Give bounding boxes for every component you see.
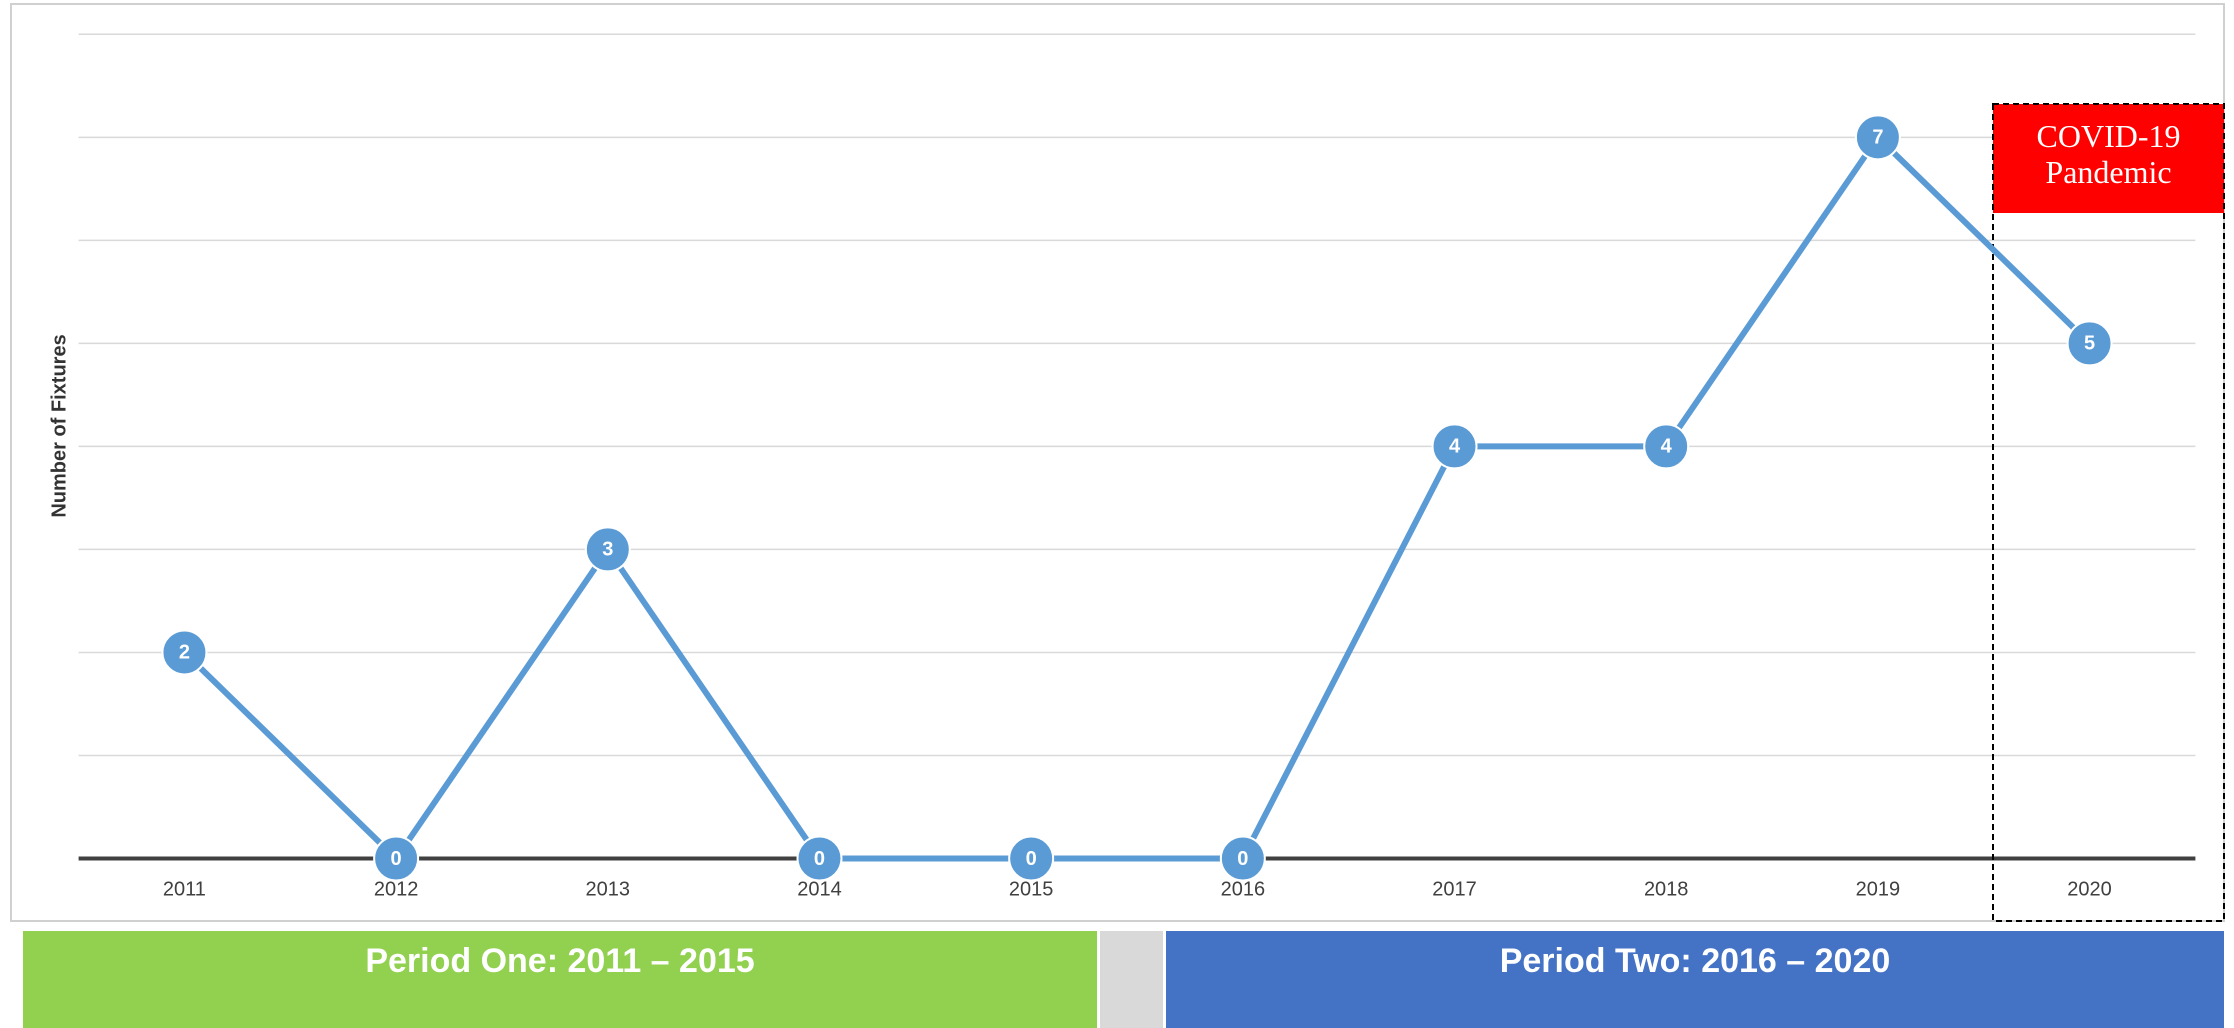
series-line (182, 132, 2092, 864)
x-tick-label: 2017 (1432, 878, 1477, 900)
y-axis-label: Number of Fixtures (48, 334, 70, 517)
data-label: 0 (814, 848, 825, 870)
annotation-text: COVID-19 Pandemic (2036, 118, 2181, 190)
x-tick-label: 2018 (1644, 878, 1689, 900)
highlight-box (1992, 103, 2225, 922)
x-tick-label: 2014 (797, 878, 842, 900)
x-tick-label: 2013 (586, 878, 631, 900)
plot: 2 0 3 0 0 0 4 4 7 5 (161, 114, 2113, 882)
data-label: 0 (1237, 848, 1248, 870)
data-label: 0 (391, 848, 402, 870)
x-tick-label: 2020 (2067, 878, 2112, 900)
marker (1431, 423, 1478, 470)
data-label: 3 (602, 539, 613, 561)
data-label: 7 (1872, 127, 1883, 149)
marker (1219, 835, 1266, 882)
data-label: 5 (2084, 333, 2095, 355)
marker (373, 835, 420, 882)
marker (2066, 320, 2113, 367)
data-label: 0 (1026, 848, 1037, 870)
period-text: Period Two: 2016 – 2020 (1499, 941, 1891, 980)
x-tick-label: 2015 (1009, 878, 1054, 900)
period-text: Period One: 2011 – 2015 (365, 941, 755, 980)
marker (1643, 423, 1690, 470)
period-label: Period Two: 2016 – 2020 (1499, 941, 1891, 980)
marker (1854, 114, 1901, 161)
period-band (23, 931, 1097, 1028)
marker (161, 629, 208, 676)
marker (584, 526, 631, 573)
marker (796, 835, 843, 882)
data-label: 4 (1661, 436, 1673, 458)
marker (1008, 835, 1055, 882)
x-tick-label: 2019 (1856, 878, 1901, 900)
period-gap (1100, 931, 1163, 1028)
x-tick-label: 2016 (1221, 878, 1266, 900)
data-label: 2 (179, 642, 190, 664)
data-label: 4 (1449, 436, 1461, 458)
annotation: COVID-19 Pandemic (2036, 118, 2181, 190)
chart-border (10, 3, 2225, 922)
x-tick-label: 2012 (374, 878, 419, 900)
period-label: Period One: 2011 – 2015 (365, 941, 755, 980)
annotation-box (1993, 104, 2224, 213)
period-band (1166, 931, 2224, 1028)
x-tick-label: 2011 (163, 878, 206, 900)
